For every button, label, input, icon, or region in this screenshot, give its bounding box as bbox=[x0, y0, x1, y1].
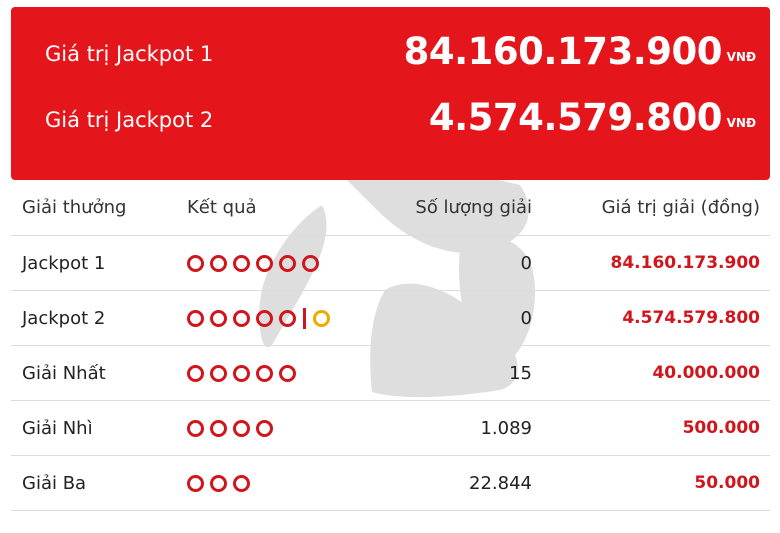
number-ball bbox=[210, 309, 227, 327]
prize-value: 40.000.000 bbox=[652, 363, 760, 383]
number-ball bbox=[210, 474, 227, 492]
number-ball bbox=[279, 309, 296, 327]
prize-count: 0 bbox=[520, 252, 532, 274]
number-ball bbox=[256, 419, 273, 437]
prize-name: Jackpot 2 bbox=[22, 307, 106, 329]
number-ball bbox=[279, 254, 296, 272]
result-balls bbox=[187, 401, 279, 455]
table-row-giai-ba: Giải Ba 22.844 50.000 bbox=[11, 456, 770, 511]
number-ball bbox=[233, 419, 250, 437]
jackpot-2-label: Giá trị Jackpot 2 bbox=[45, 108, 214, 132]
jackpot-panel: Giá trị Jackpot 1 84.160.173.900 VNĐ Giá… bbox=[11, 7, 770, 180]
jackpot-1-currency: VNĐ bbox=[726, 50, 756, 64]
number-ball bbox=[233, 309, 250, 327]
prize-name: Giải Nhì bbox=[22, 417, 93, 439]
number-ball bbox=[256, 309, 273, 327]
result-balls bbox=[187, 236, 325, 290]
header-result: Kết quả bbox=[187, 197, 257, 218]
prize-value: 4.574.579.800 bbox=[622, 308, 760, 328]
prize-name: Jackpot 1 bbox=[22, 252, 106, 274]
jackpot-2-currency: VNĐ bbox=[726, 116, 756, 130]
jackpot-1-label: Giá trị Jackpot 1 bbox=[45, 42, 214, 66]
prize-count: 15 bbox=[509, 362, 532, 384]
number-ball bbox=[187, 474, 204, 492]
number-ball bbox=[187, 364, 204, 382]
number-ball bbox=[210, 419, 227, 437]
number-ball bbox=[187, 419, 204, 437]
number-ball bbox=[256, 364, 273, 382]
number-ball bbox=[256, 254, 273, 272]
jackpot-2-amount: 4.574.579.800 bbox=[428, 96, 723, 139]
jackpot-1-row: Giá trị Jackpot 1 84.160.173.900 VNĐ bbox=[11, 27, 770, 87]
number-ball bbox=[302, 254, 319, 272]
number-ball bbox=[279, 364, 296, 382]
prize-count: 1.089 bbox=[480, 417, 532, 439]
header-prize: Giải thưởng bbox=[22, 197, 127, 218]
header-count: Số lượng giải bbox=[415, 197, 532, 218]
special-number-ball bbox=[313, 309, 330, 327]
number-ball bbox=[187, 309, 204, 327]
number-ball bbox=[233, 474, 250, 492]
prize-table: Giải thưởng Kết quả Số lượng giải Giá tr… bbox=[11, 180, 770, 511]
jackpot-1-amount: 84.160.173.900 bbox=[403, 30, 723, 73]
result-balls bbox=[187, 456, 256, 510]
table-header-row: Giải thưởng Kết quả Số lượng giải Giá tr… bbox=[11, 180, 770, 236]
number-ball bbox=[210, 254, 227, 272]
number-ball bbox=[187, 254, 204, 272]
result-balls bbox=[187, 346, 302, 400]
result-balls bbox=[187, 291, 336, 345]
jackpot-2-row: Giá trị Jackpot 2 4.574.579.800 VNĐ bbox=[11, 93, 770, 153]
table-row-jackpot-2: Jackpot 2 0 4.574.579.800 bbox=[11, 291, 770, 346]
table-row-giai-nhi: Giải Nhì 1.089 500.000 bbox=[11, 401, 770, 456]
number-ball bbox=[233, 364, 250, 382]
prize-name: Giải Nhất bbox=[22, 362, 106, 384]
prize-value: 50.000 bbox=[694, 473, 760, 493]
prize-count: 22.844 bbox=[469, 472, 532, 494]
number-ball bbox=[233, 254, 250, 272]
header-value: Giá trị giải (đồng) bbox=[601, 197, 760, 218]
prize-value: 84.160.173.900 bbox=[610, 253, 761, 273]
prize-name: Giải Ba bbox=[22, 472, 87, 494]
special-number-separator bbox=[303, 307, 306, 329]
prize-count: 0 bbox=[520, 307, 532, 329]
prize-value: 500.000 bbox=[682, 418, 760, 438]
table-row-giai-nhat: Giải Nhất 15 40.000.000 bbox=[11, 346, 770, 401]
table-row-jackpot-1: Jackpot 1 0 84.160.173.900 bbox=[11, 236, 770, 291]
number-ball bbox=[210, 364, 227, 382]
